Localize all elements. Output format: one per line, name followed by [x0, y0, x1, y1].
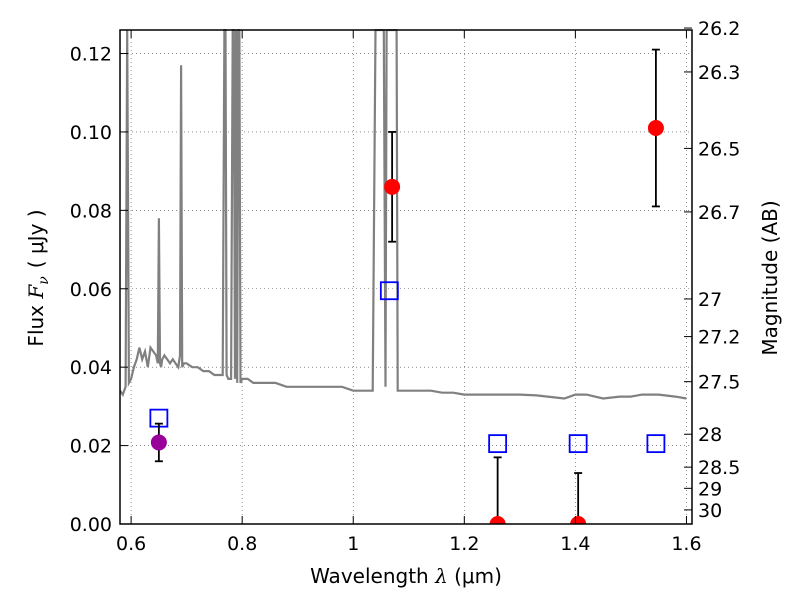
x-tick-label: 0.8: [227, 533, 257, 555]
x-tick-label: 1.2: [449, 533, 479, 555]
y2-tick-label: 28: [698, 424, 722, 446]
plot-frame: [119, 29, 693, 525]
y2-tick-label: 28.5: [698, 457, 740, 479]
x-tick-label: 0.6: [116, 533, 146, 555]
y-tick-label: 0.04: [70, 357, 112, 379]
ticks: 0.6 0.8 1 1.2 1.4 1.6 0.00 0.02 0.04 0.06 0.08 0.10…: [70, 18, 741, 555]
y2-tick-label: 29: [698, 478, 722, 500]
y2-tick-label: 30: [698, 500, 722, 522]
observed-flux-point: [150, 434, 167, 451]
model-photometry-point: [646, 434, 666, 454]
y-tick-label: 0.10: [70, 122, 112, 144]
y2-tick-label: 26.7: [698, 202, 740, 224]
y2-tick-label: 26.5: [698, 138, 740, 160]
observed-flux-point: [570, 516, 587, 524]
y2-tick-label: 26.3: [698, 62, 740, 84]
y2-tick-label: 26.2: [698, 18, 740, 40]
y2-axis-label: Magnitude (AB): [758, 200, 782, 355]
grid: [120, 30, 692, 524]
y-tick-label: 0.06: [70, 279, 112, 301]
x-tick-label: 1.4: [560, 533, 590, 555]
series-layer: [120, 29, 687, 524]
model-photometry-point: [488, 434, 508, 454]
observed-flux-point: [647, 120, 664, 137]
y-tick-label: 0.00: [70, 514, 112, 536]
y2-tick-label: 27.5: [698, 372, 740, 394]
x-axis-label: Wavelength λ (μm): [310, 564, 502, 588]
model-photometry-point: [379, 281, 399, 301]
sed-model-line: [120, 29, 687, 400]
observed-flux-point: [489, 516, 506, 524]
y2-tick-label: 27: [698, 289, 722, 311]
y-tick-label: 0.12: [70, 44, 112, 66]
model-photometry-point: [568, 434, 588, 454]
y-tick-label: 0.02: [70, 436, 112, 458]
y-axis-label: Flux Fν( μJy ): [24, 209, 52, 346]
x-tick-label: 1: [347, 533, 359, 555]
y-tick-label: 0.08: [70, 200, 112, 222]
y2-tick-label: 27.2: [698, 327, 740, 349]
x-tick-label: 1.6: [671, 533, 701, 555]
observed-flux-point: [384, 178, 401, 195]
